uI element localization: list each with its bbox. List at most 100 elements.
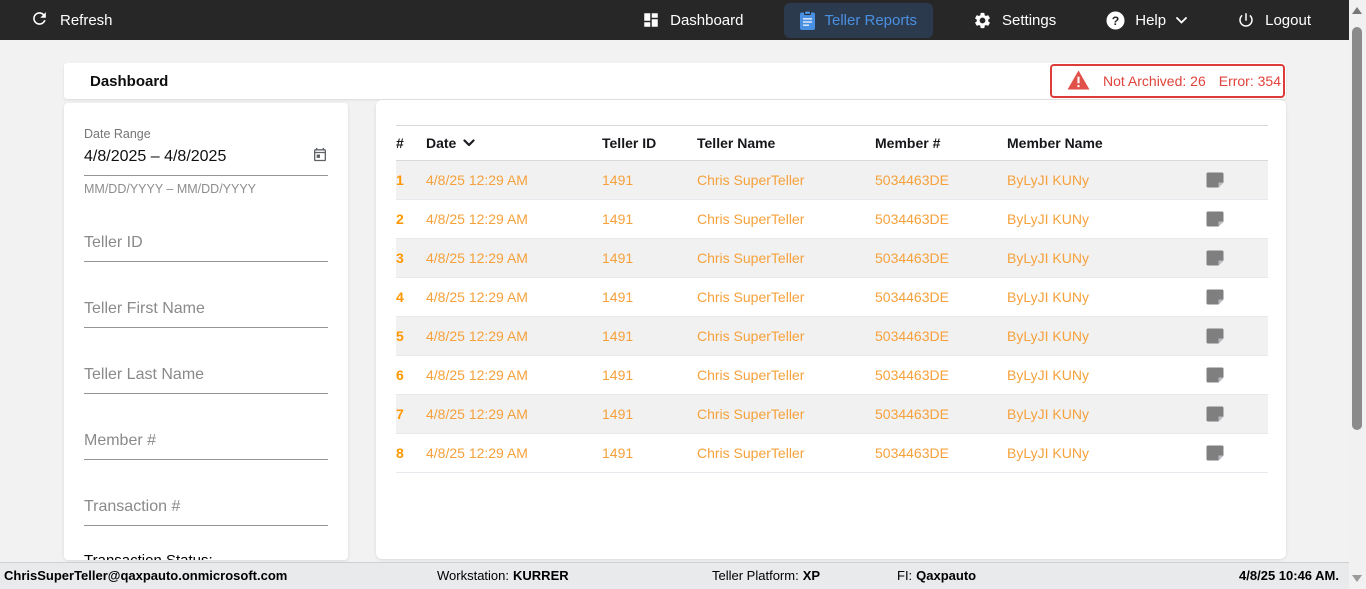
cell-date: 4/8/25 12:29 AM — [426, 394, 602, 434]
cell-date: 4/8/25 12:29 AM — [426, 277, 602, 317]
nav-menu: Dashboard Teller Reports Settings — [632, 2, 1321, 38]
teller-report-table: # Date Teller ID Teller Name Member # Me… — [396, 125, 1268, 473]
note-icon[interactable] — [1206, 289, 1268, 305]
cell-member-name: ByLyJI KUNy — [1007, 277, 1190, 317]
cell-teller-name: Chris SuperTeller — [697, 394, 875, 434]
teller-first-name-input[interactable] — [84, 292, 328, 328]
cell-member-num: 5034463DE — [875, 277, 1007, 317]
cell-teller-name: Chris SuperTeller — [697, 238, 875, 278]
cell-actions — [1190, 394, 1268, 434]
gear-icon — [973, 11, 992, 30]
table-row[interactable]: 3 4/8/25 12:29 AM 1491 Chris SuperTeller… — [396, 238, 1268, 278]
nav-item-label: Help — [1135, 11, 1167, 29]
calendar-icon[interactable] — [312, 146, 328, 168]
scrollbar-thumb[interactable] — [1352, 27, 1362, 430]
cell-teller-name: Chris SuperTeller — [697, 316, 875, 356]
teller-id-input[interactable] — [84, 226, 328, 262]
vertical-scrollbar[interactable] — [1349, 0, 1366, 589]
nav-item-dashboard[interactable]: Dashboard — [632, 3, 753, 37]
note-icon[interactable] — [1206, 250, 1268, 266]
note-icon[interactable] — [1206, 367, 1268, 383]
page-title: Dashboard — [90, 72, 169, 90]
not-archived-count: Not Archived: 26 — [1103, 73, 1206, 89]
cell-member-num: 5034463DE — [875, 316, 1007, 356]
table-row[interactable]: 5 4/8/25 12:29 AM 1491 Chris SuperTeller… — [396, 316, 1268, 356]
cell-actions — [1190, 355, 1268, 395]
scroll-down-arrow-icon[interactable] — [1352, 575, 1362, 582]
cell-teller-id: 1491 — [602, 316, 697, 356]
table-row[interactable]: 1 4/8/25 12:29 AM 1491 Chris SuperTeller… — [396, 160, 1268, 200]
cell-teller-id: 1491 — [602, 238, 697, 278]
row-number: 4 — [396, 277, 426, 317]
cell-actions — [1190, 199, 1268, 239]
cell-actions — [1190, 277, 1268, 317]
report-table-card: # Date Teller ID Teller Name Member # Me… — [376, 100, 1286, 559]
nav-item-label: Dashboard — [670, 11, 744, 29]
table-header-row: # Date Teller ID Teller Name Member # Me… — [396, 125, 1268, 161]
sort-desc-icon — [463, 134, 475, 150]
nav-item-teller-reports[interactable]: Teller Reports — [783, 2, 934, 38]
nav-item-help[interactable]: ? Help — [1096, 3, 1197, 38]
nav-item-label: Logout — [1265, 11, 1311, 29]
date-range-value: 4/8/2025 – 4/8/2025 — [84, 148, 227, 165]
cell-member-num: 5034463DE — [875, 238, 1007, 278]
report-table-body: 1 4/8/25 12:29 AM 1491 Chris SuperTeller… — [396, 160, 1268, 473]
cell-member-name: ByLyJI KUNy — [1007, 199, 1190, 239]
table-row[interactable]: 4 4/8/25 12:29 AM 1491 Chris SuperTeller… — [396, 277, 1268, 317]
nav-item-label: Teller Reports — [824, 11, 918, 29]
column-header-actions — [1190, 125, 1268, 161]
status-datetime: 4/8/25 10:46 AM. — [1239, 568, 1339, 583]
table-row[interactable]: 8 4/8/25 12:29 AM 1491 Chris SuperTeller… — [396, 433, 1268, 473]
cell-teller-name: Chris SuperTeller — [697, 433, 875, 473]
member-number-input[interactable] — [84, 424, 328, 460]
error-count: Error: 354 — [1218, 73, 1281, 89]
table-row[interactable]: 7 4/8/25 12:29 AM 1491 Chris SuperTeller… — [396, 394, 1268, 434]
nav-item-logout[interactable]: Logout — [1227, 3, 1321, 37]
cell-member-name: ByLyJI KUNy — [1007, 355, 1190, 395]
table-row[interactable]: 6 4/8/25 12:29 AM 1491 Chris SuperTeller… — [396, 355, 1268, 395]
cell-teller-name: Chris SuperTeller — [697, 355, 875, 395]
status-platform: Teller Platform: XP — [712, 568, 821, 583]
date-format-hint: MM/DD/YYYY – MM/DD/YYYY — [84, 182, 257, 196]
cell-member-name: ByLyJI KUNy — [1007, 160, 1190, 200]
note-icon[interactable] — [1206, 445, 1268, 461]
row-number: 3 — [396, 238, 426, 278]
cell-member-num: 5034463DE — [875, 199, 1007, 239]
help-circle-icon: ? — [1106, 10, 1125, 30]
cell-member-name: ByLyJI KUNy — [1007, 316, 1190, 356]
column-header-member-name: Member Name — [1007, 125, 1190, 161]
column-header-date[interactable]: Date — [426, 125, 602, 161]
cell-member-num: 5034463DE — [875, 433, 1007, 473]
status-workstation: Workstation: KURRER — [437, 568, 569, 583]
table-row[interactable]: 2 4/8/25 12:29 AM 1491 Chris SuperTeller… — [396, 199, 1268, 239]
teller-last-name-input[interactable] — [84, 358, 328, 394]
cell-actions — [1190, 238, 1268, 278]
row-number: 7 — [396, 394, 426, 434]
cell-member-num: 5034463DE — [875, 160, 1007, 200]
row-number: 1 — [396, 160, 426, 200]
note-icon[interactable] — [1206, 172, 1268, 188]
refresh-icon — [30, 9, 49, 32]
cell-teller-name: Chris SuperTeller — [697, 277, 875, 317]
cell-date: 4/8/25 12:29 AM — [426, 316, 602, 356]
status-bar: ChrisSuperTeller@qaxpauto.onmicrosoft.co… — [0, 562, 1349, 589]
cell-teller-id: 1491 — [602, 394, 697, 434]
refresh-button[interactable]: Refresh — [30, 9, 113, 32]
note-icon[interactable] — [1206, 406, 1268, 422]
date-range-input[interactable]: 4/8/2025 – 4/8/2025 — [84, 146, 328, 176]
chevron-down-icon — [1176, 16, 1188, 24]
dashboard-grid-icon — [642, 11, 660, 29]
note-icon[interactable] — [1206, 211, 1268, 227]
row-number: 2 — [396, 199, 426, 239]
clipboard-icon — [799, 10, 815, 30]
archive-error-alert[interactable]: Not Archived: 26 Error: 354 — [1050, 64, 1285, 98]
transaction-number-input[interactable] — [84, 490, 328, 526]
cell-member-num: 5034463DE — [875, 355, 1007, 395]
scroll-up-arrow-icon[interactable] — [1352, 7, 1362, 14]
date-range-label: Date Range — [84, 127, 151, 141]
column-header-teller-id: Teller ID — [602, 125, 697, 161]
cell-teller-id: 1491 — [602, 277, 697, 317]
nav-item-settings[interactable]: Settings — [963, 3, 1066, 38]
note-icon[interactable] — [1206, 328, 1268, 344]
warning-triangle-icon — [1067, 69, 1090, 93]
